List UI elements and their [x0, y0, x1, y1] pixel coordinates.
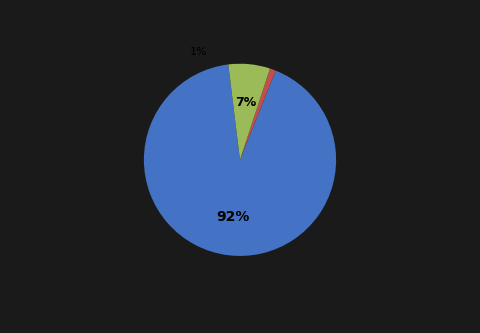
- Text: 7%: 7%: [235, 96, 256, 109]
- Wedge shape: [228, 64, 270, 160]
- Text: 1%: 1%: [190, 47, 208, 57]
- Wedge shape: [144, 65, 336, 256]
- Text: 92%: 92%: [216, 210, 249, 224]
- Wedge shape: [240, 69, 276, 160]
